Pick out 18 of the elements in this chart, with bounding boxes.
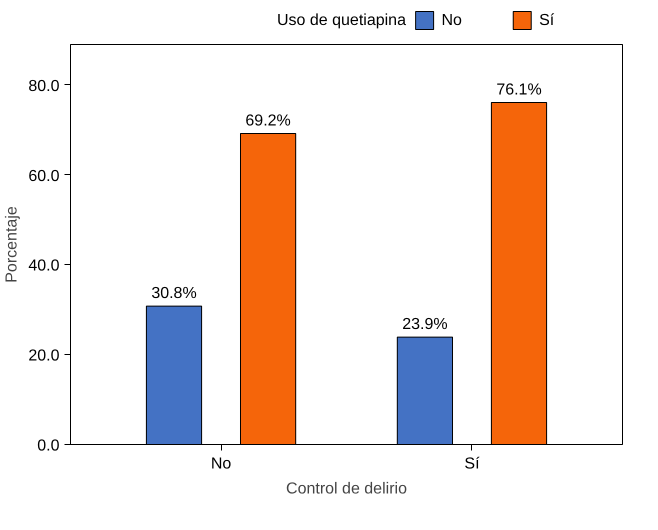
bar bbox=[146, 306, 202, 444]
legend-label: No bbox=[441, 12, 462, 29]
legend-title: Uso de quetiapina bbox=[276, 12, 406, 29]
data-label: 76.1% bbox=[496, 81, 542, 98]
y-tick-label: 0.0 bbox=[37, 438, 60, 454]
bar bbox=[396, 336, 454, 444]
data-label: 30.8% bbox=[151, 285, 197, 302]
legend-label: Sí bbox=[539, 12, 555, 29]
bar bbox=[240, 132, 296, 444]
y-tick-label: 60.0 bbox=[28, 168, 60, 185]
y-tick-label: 80.0 bbox=[28, 78, 60, 95]
data-label: 23.9% bbox=[402, 316, 448, 334]
data-label: 69.2% bbox=[245, 112, 291, 130]
y-tick-label: 20.0 bbox=[28, 348, 60, 365]
y-axis-title: Porcentaje bbox=[3, 206, 20, 283]
x-axis-title: Control de delirio bbox=[286, 480, 408, 498]
y-tick-label: 40.0 bbox=[28, 258, 60, 275]
bar bbox=[490, 102, 548, 444]
